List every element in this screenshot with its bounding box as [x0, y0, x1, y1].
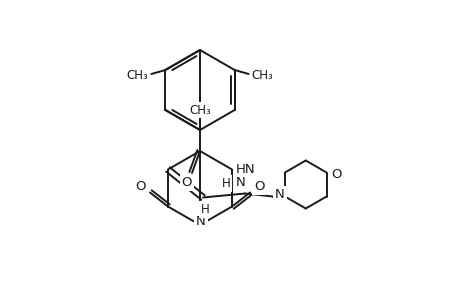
Text: N: N — [235, 176, 245, 189]
Text: H: H — [221, 177, 230, 190]
Text: O: O — [181, 176, 192, 190]
Text: N: N — [274, 188, 284, 201]
Text: CH₃: CH₃ — [126, 68, 148, 82]
Text: CH₃: CH₃ — [251, 68, 273, 82]
Text: O: O — [135, 180, 146, 193]
Text: H: H — [200, 203, 209, 216]
Text: N: N — [196, 215, 206, 229]
Text: O: O — [330, 168, 341, 181]
Text: HN: HN — [236, 163, 255, 176]
Text: CH₃: CH₃ — [189, 103, 210, 116]
Text: O: O — [253, 180, 264, 193]
